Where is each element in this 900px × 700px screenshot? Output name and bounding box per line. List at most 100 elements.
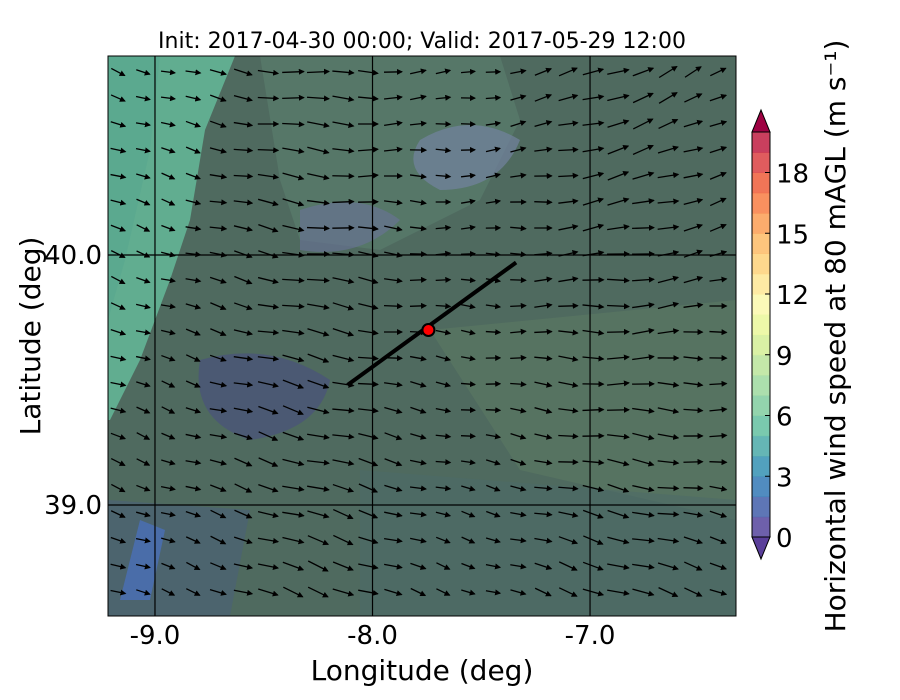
wind-arrow — [461, 485, 476, 492]
wind-arrow — [510, 277, 527, 284]
wind-vectors — [110, 65, 728, 598]
wind-arrow — [111, 275, 126, 285]
wind-arrow — [257, 173, 280, 180]
wind-arrow — [657, 145, 679, 154]
wind-arrow — [161, 588, 176, 596]
wind-arrow — [209, 147, 227, 154]
wind-arrow — [607, 93, 630, 102]
wind-arrow — [607, 483, 630, 493]
wind-arrow — [384, 277, 403, 284]
wind-arrow — [461, 329, 476, 336]
wind-arrow — [582, 355, 605, 362]
wind-arrow — [257, 95, 280, 102]
wind-arrow — [358, 589, 379, 596]
wind-arrow — [709, 223, 727, 232]
wind-arrow — [460, 172, 476, 179]
wind-arrow — [534, 276, 553, 283]
wind-arrow — [332, 561, 354, 571]
wind-arrow — [558, 120, 579, 127]
colorbar-segment — [752, 152, 770, 173]
wind-arrow — [282, 121, 305, 128]
wind-arrow — [209, 199, 228, 206]
wind-arrow — [435, 485, 452, 492]
wind-arrow — [383, 146, 403, 153]
wind-arrow — [161, 459, 176, 466]
wind-arrow — [684, 587, 703, 597]
wind-arrow — [582, 509, 604, 519]
wind-arrow — [534, 562, 553, 571]
wind-arrow — [233, 563, 254, 570]
wind-arrow — [307, 172, 330, 181]
wind-arrow — [306, 225, 330, 232]
wind-arrow — [358, 381, 379, 388]
wind-arrow — [709, 146, 728, 154]
wind-arrow — [435, 68, 452, 75]
wind-arrow — [306, 95, 330, 102]
wind-arrow — [185, 303, 202, 310]
wind-arrow — [709, 171, 727, 180]
wind-arrow — [306, 68, 330, 75]
wind-arrow — [558, 146, 579, 153]
wind-arrow — [210, 328, 227, 337]
wind-arrow — [358, 329, 379, 336]
wind-arrow — [486, 510, 501, 518]
wind-arrow — [234, 457, 253, 467]
wind-arrow — [307, 560, 329, 572]
wind-arrow — [135, 147, 151, 154]
wind-arrow — [185, 485, 202, 492]
wind-arrow — [461, 510, 476, 518]
wind-arrow — [233, 199, 254, 206]
wind-arrow — [436, 562, 451, 570]
wind-arrow — [461, 562, 476, 570]
wind-arrow — [435, 94, 452, 101]
wind-arrow — [709, 589, 728, 596]
wind-arrow — [510, 302, 527, 309]
wind-arrow — [358, 303, 379, 311]
colorbar-segment — [752, 354, 770, 376]
wind-arrow — [607, 458, 630, 467]
wind-arrow — [384, 537, 403, 544]
wind-arrow — [209, 407, 228, 414]
wind-arrow — [209, 94, 227, 102]
wind-arrow — [110, 121, 127, 128]
wind-arrow — [358, 69, 379, 76]
wind-arrow — [258, 431, 279, 441]
wind-arrow — [110, 407, 127, 414]
wind-arrow — [683, 407, 704, 414]
wind-arrow — [110, 381, 127, 388]
wind-arrow — [210, 302, 227, 311]
wind-arrow — [233, 121, 254, 128]
colorbar-segment — [752, 192, 770, 214]
colorbar-tick-label: 15 — [776, 220, 809, 250]
wind-arrow — [510, 458, 527, 466]
wind-arrow — [160, 95, 176, 102]
wind-arrow — [485, 303, 502, 310]
wind-arrow — [709, 67, 727, 77]
wind-arrow — [582, 484, 605, 493]
wind-arrow — [110, 173, 127, 180]
wind-arrow — [435, 381, 452, 388]
wind-arrow — [485, 433, 502, 440]
wind-arrow — [136, 277, 151, 284]
wind-arrow — [657, 459, 680, 466]
wind-arrow — [558, 561, 578, 571]
wind-arrow — [460, 381, 476, 388]
wind-arrow — [632, 67, 655, 77]
wind-arrow — [307, 353, 330, 363]
wind-arrow — [307, 406, 330, 415]
wind-arrow — [558, 381, 579, 388]
wind-arrow — [110, 250, 126, 258]
wind-arrow — [160, 303, 176, 310]
wind-arrow — [135, 121, 151, 128]
wind-arrow — [683, 172, 704, 179]
wind-arrow — [332, 147, 355, 154]
wind-arrow — [657, 485, 680, 492]
wind-arrow — [435, 536, 451, 544]
wind-arrow — [282, 354, 305, 363]
wind-arrow — [136, 381, 151, 388]
wind-arrow — [332, 354, 355, 363]
wind-arrow — [307, 121, 330, 129]
wind-arrow — [384, 563, 403, 570]
wind-arrow — [257, 563, 279, 570]
wind-arrow — [209, 433, 228, 440]
